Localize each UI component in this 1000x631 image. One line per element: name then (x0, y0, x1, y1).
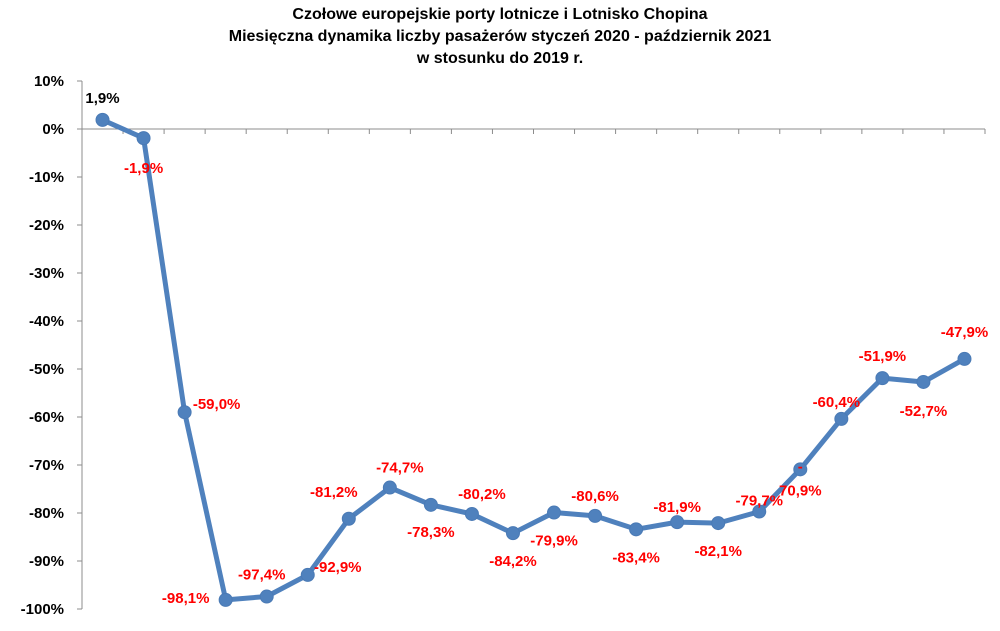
data-label: -78,3% (407, 524, 455, 541)
series-markers (95, 112, 972, 607)
data-label: 1,9% (85, 90, 119, 107)
data-point (136, 131, 151, 146)
data-label: -81,9% (653, 499, 701, 516)
data-point (547, 505, 562, 520)
data-label-line: - (798, 458, 803, 475)
y-tick-label: -70% (29, 457, 64, 474)
chart-title-line-1: Czołowe europejskie porty lotnicze i Lot… (292, 6, 708, 23)
data-label: -79,7% (735, 493, 783, 510)
series-polyline (100, 117, 967, 603)
data-label: -60,4% (813, 394, 861, 411)
data-point (957, 351, 972, 366)
data-point (711, 516, 726, 531)
data-point (341, 511, 356, 526)
data-point (300, 567, 315, 582)
data-point (752, 504, 767, 519)
data-point (875, 371, 890, 386)
data-point (95, 112, 110, 127)
y-tick-label: -60% (29, 409, 64, 426)
data-point (218, 592, 233, 607)
data-label: -51,9% (859, 348, 907, 365)
data-label: -81,2% (310, 484, 358, 501)
data-point (834, 411, 849, 426)
data-label: -47,9% (941, 324, 989, 341)
data-label: -79,9% (530, 533, 578, 550)
data-label: -92,9% (314, 559, 362, 576)
data-label: -52,7% (900, 403, 948, 420)
chart-title-line-2: Miesięczna dynamika liczby pasażerów sty… (228, 28, 772, 45)
data-label: -98,1% (162, 590, 210, 607)
data-label: -84,2% (489, 553, 537, 570)
data-point (793, 462, 808, 477)
y-axis-ticks: 10% 0% -10% -20% -30% -40% -50% -60% -70% -80% -90… (21, 73, 82, 618)
data-point (916, 374, 931, 389)
data-label: -1,9% (124, 160, 163, 177)
y-tick-label: -100% (21, 601, 64, 618)
data-point (423, 497, 438, 512)
data-label: -74,7% (376, 460, 424, 477)
series-line (100, 117, 967, 603)
data-label: -59,0% (193, 396, 241, 413)
data-label: -80,6% (571, 488, 619, 505)
y-tick-label: -90% (29, 553, 64, 570)
y-tick-label: -20% (29, 217, 64, 234)
y-tick-label: 10% (34, 73, 64, 90)
y-tick-label: -10% (29, 169, 64, 186)
data-point (382, 480, 397, 495)
data-label: -97,4% (238, 567, 286, 584)
data-label: -83,4% (612, 549, 660, 566)
data-point (629, 522, 644, 537)
y-tick-label: -40% (29, 313, 64, 330)
y-tick-label: -80% (29, 505, 64, 522)
data-label: -82,1% (694, 543, 742, 560)
data-label: - 70,9% (779, 458, 822, 499)
data-point (177, 405, 192, 420)
axes (81, 81, 986, 609)
data-labels: 1,9% -1,9% -59,0% -98,1% -97,4% -92,9% -81,2% -… (85, 90, 988, 607)
data-point (464, 506, 479, 521)
data-point (505, 526, 520, 541)
y-tick-label: -50% (29, 361, 64, 378)
data-point (259, 589, 274, 604)
data-label-line: 70,9% (779, 482, 822, 499)
data-point (670, 515, 685, 530)
y-tick-label: -30% (29, 265, 64, 282)
y-tick-label: 0% (42, 121, 64, 138)
chart-title-line-3: w stosunku do 2019 r. (416, 50, 584, 67)
data-point (588, 508, 603, 523)
data-label: -80,2% (458, 486, 506, 503)
